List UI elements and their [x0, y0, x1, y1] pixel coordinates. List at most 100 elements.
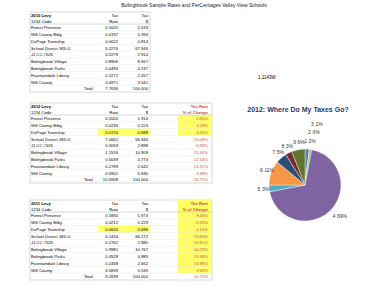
row-label: Will County Bldg: [31, 220, 62, 225]
cell: 0.0212: [105, 220, 118, 225]
slice-value: 6%: [298, 139, 306, 145]
cell: 0.5039: [105, 157, 118, 162]
slice-value: 11%: [264, 167, 274, 173]
cell: 0.1620: [105, 25, 118, 30]
row-rule: [30, 266, 212, 267]
cell: 4.13%: [196, 227, 208, 232]
cell: 2.898: [138, 143, 149, 148]
cell: 66.272: [135, 234, 148, 239]
cell: 0.2468: [105, 261, 118, 266]
row-label: DuPage Township: [31, 39, 65, 44]
highlight: [178, 115, 211, 135]
code-label: 1234 Code: [31, 110, 52, 115]
table-frame: [30, 103, 212, 183]
row-label: Bolingbrook Village: [31, 150, 67, 155]
cell: 0.0236: [105, 123, 118, 128]
slice-value: 0%: [312, 129, 320, 135]
total-cell: 100.000: [133, 177, 149, 182]
cell: 3.98%: [196, 171, 208, 176]
column-header: Tax: [141, 104, 148, 109]
row-label: Will County Bldg: [31, 32, 62, 37]
row-label: Bolingbrook Parks: [31, 66, 65, 71]
cell: 2.662: [138, 261, 149, 266]
column-header: Tax: [141, 13, 148, 18]
cell: 0.2020: [105, 116, 118, 121]
cell: 15.30%: [194, 150, 208, 155]
cell: 6.1434: [105, 234, 118, 239]
cell: 0.394: [138, 32, 149, 37]
row-label: DuPage Township: [31, 130, 65, 135]
total-label: Total: [84, 86, 93, 91]
slice-label: 8: [281, 143, 284, 149]
note: 1.1143W: [258, 75, 276, 80]
cell: 13.98%: [194, 261, 208, 266]
slice-value: 2%: [309, 138, 317, 144]
cell: 1.974: [138, 213, 149, 218]
column-header: Rate: [109, 207, 119, 212]
levy-label: 2012 Levy: [31, 104, 52, 109]
cell: 4.237: [138, 66, 149, 71]
row-label: Will County: [31, 171, 53, 176]
levy-label: 2010 Levy: [31, 13, 52, 18]
code-label: 1234 Code: [31, 207, 52, 212]
cell: 3.28%: [196, 123, 208, 128]
cell: 2.80%: [196, 116, 208, 121]
levy-label: 2011 Levy: [31, 201, 51, 206]
cell: 5.535: [138, 268, 149, 273]
row-rule: [30, 273, 212, 274]
slice-label: 3: [311, 121, 314, 127]
slice-value: 3%: [262, 186, 270, 192]
cell: 0.0622: [105, 39, 118, 44]
cell: 67.946: [135, 46, 148, 51]
cell: 0.696: [138, 227, 149, 232]
row-label: School District 365-U: [31, 234, 70, 239]
cell: 5.590: [138, 171, 149, 176]
cell: 1.1516: [105, 150, 118, 155]
column-header: $: [146, 207, 149, 212]
total-cell: 7.7636: [105, 86, 118, 91]
cell: 5.2276: [105, 46, 118, 51]
column-header: % of Change: [183, 110, 209, 115]
cell: 4.774: [138, 157, 149, 162]
column-header: Tax: [141, 201, 148, 206]
cell: 10.38%: [194, 254, 208, 259]
cell: 4.31%: [196, 130, 208, 135]
page: Bolingbrook Sample Rates and PerCentages…: [0, 0, 388, 300]
cell: 0.9981: [105, 247, 118, 252]
cell: 1.914: [138, 116, 149, 121]
pie-slice: [270, 150, 341, 221]
total-cell: 10.5558: [103, 177, 119, 182]
row-label: Forest Preserve: [31, 213, 61, 218]
cell: 0.0197: [105, 32, 118, 37]
row-label: Fountaindale Library: [31, 261, 70, 266]
row-rule: [30, 239, 212, 240]
pie-slice: [269, 185, 305, 192]
cell: 0.2279: [105, 52, 118, 57]
cell: 0.223: [138, 123, 149, 128]
cell: 8.567: [138, 59, 149, 64]
slice-label: 6: [260, 167, 263, 173]
row-label: Fountaindale Library: [31, 164, 70, 169]
slice-label: 7: [272, 149, 275, 155]
page-title: Bolingbrook Sample Rates and PerCentages…: [121, 2, 267, 8]
cell: 0.688: [138, 130, 149, 135]
row-rule: [30, 142, 212, 143]
cell: 0.8906: [105, 59, 118, 64]
row-label: JJ.CC #525: [31, 240, 54, 245]
row-label: School District 365-U: [31, 137, 70, 142]
row-label: Forest Preserve: [31, 116, 61, 121]
cell: 0.0726: [105, 130, 118, 135]
slice-label: 4: [333, 213, 336, 219]
row-label: Fountaindale Library: [31, 73, 70, 78]
cell: 15.08%: [194, 137, 208, 142]
row-rule: [30, 169, 212, 170]
column-header: Tax Rate: [191, 201, 209, 206]
cell: 2.642: [138, 164, 149, 169]
cell: 0.1830: [105, 213, 118, 218]
cell: 0.0645: [105, 227, 118, 232]
table-frame: [30, 12, 150, 92]
column-header: $: [146, 110, 149, 115]
pie-slice: [292, 149, 305, 185]
cell: 0.2272: [105, 73, 118, 78]
slice-label: 2: [308, 129, 311, 135]
